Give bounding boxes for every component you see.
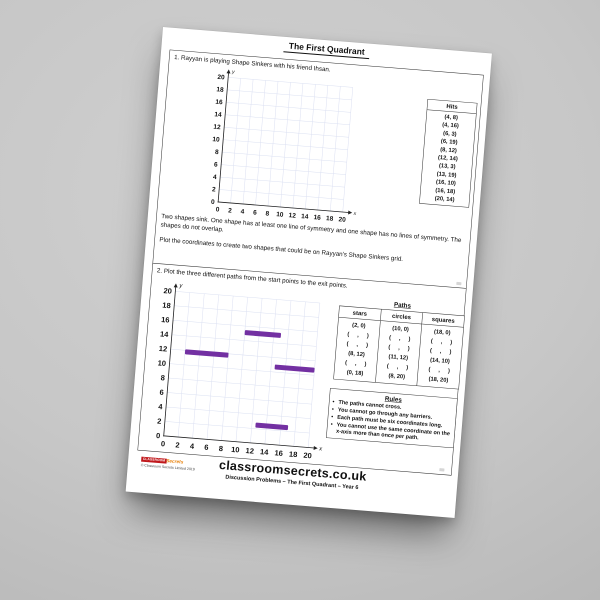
question-1-box: 1. Rayyan is playing Shape Sinkers with … bbox=[152, 49, 484, 291]
svg-text:18: 18 bbox=[289, 449, 298, 459]
paths-column-stars: stars (2, 0) ( , ) ( , ) (8, 12) ( , ) (… bbox=[334, 306, 381, 382]
question-2-grid: 20 18 16 14 12 10 8 6 4 2 0 0 2 4 6 8 10 12 14 16 18 20 y x bbox=[140, 281, 339, 467]
svg-text:12: 12 bbox=[159, 344, 168, 354]
path-coordinate: (0, 18) bbox=[346, 369, 364, 377]
svg-text:6: 6 bbox=[159, 388, 164, 397]
svg-text:4: 4 bbox=[213, 174, 218, 181]
svg-text:10: 10 bbox=[231, 445, 240, 455]
svg-text:x: x bbox=[352, 211, 356, 217]
svg-text:18: 18 bbox=[326, 215, 334, 223]
hits-table-body: (4, 8) (4, 16) (6, 3) (6, 19) (8, 12) (1… bbox=[420, 110, 476, 207]
svg-text:10: 10 bbox=[212, 136, 220, 144]
svg-text:20: 20 bbox=[338, 216, 346, 224]
barrier-segment bbox=[274, 364, 315, 373]
svg-text:16: 16 bbox=[215, 99, 223, 107]
svg-text:12: 12 bbox=[288, 212, 296, 220]
svg-text:12: 12 bbox=[213, 124, 221, 132]
paths-table-wrap: Paths stars (2, 0) ( , ) ( , ) (8, 12) (… bbox=[333, 297, 465, 390]
svg-text:16: 16 bbox=[161, 315, 170, 325]
svg-text:x: x bbox=[318, 446, 323, 452]
svg-text:8: 8 bbox=[215, 149, 220, 156]
svg-text:6: 6 bbox=[253, 209, 258, 216]
svg-text:0: 0 bbox=[211, 199, 216, 206]
svg-text:8: 8 bbox=[265, 210, 270, 217]
svg-text:14: 14 bbox=[301, 213, 309, 221]
svg-text:4: 4 bbox=[240, 208, 245, 215]
paths-column-circles: circles (10, 0) ( , ) ( , ) (11, 12) ( ,… bbox=[375, 309, 423, 386]
svg-text:2: 2 bbox=[157, 417, 162, 426]
svg-text:y: y bbox=[178, 283, 183, 289]
svg-text:0: 0 bbox=[215, 206, 220, 213]
svg-text:14: 14 bbox=[160, 329, 170, 339]
svg-text:2: 2 bbox=[212, 186, 217, 193]
svg-text:16: 16 bbox=[274, 448, 283, 458]
svg-text:2: 2 bbox=[175, 440, 180, 449]
svg-text:0: 0 bbox=[156, 431, 161, 440]
svg-text:12: 12 bbox=[245, 446, 254, 456]
barrier-segment bbox=[244, 330, 282, 338]
svg-text:4: 4 bbox=[190, 442, 196, 451]
svg-text:20: 20 bbox=[217, 74, 225, 82]
hits-table: Hits (4, 8) (4, 16) (6, 3) (6, 19) (8, 1… bbox=[419, 98, 478, 208]
paths-table: stars (2, 0) ( , ) ( , ) (8, 12) ( , ) (… bbox=[333, 305, 465, 390]
svg-text:10: 10 bbox=[157, 358, 166, 368]
svg-text:4: 4 bbox=[158, 402, 164, 411]
svg-text:0: 0 bbox=[161, 439, 166, 448]
tiny-corner-mark-icon bbox=[439, 468, 445, 472]
svg-text:16: 16 bbox=[313, 214, 321, 222]
svg-text:8: 8 bbox=[218, 444, 223, 453]
page-title: The First Quadrant bbox=[283, 40, 371, 60]
svg-text:y: y bbox=[231, 69, 235, 75]
svg-text:20: 20 bbox=[303, 451, 312, 461]
path-coordinate: (8, 20) bbox=[388, 372, 406, 381]
svg-text:14: 14 bbox=[260, 447, 270, 457]
svg-text:18: 18 bbox=[162, 301, 171, 311]
tiny-corner-mark-icon bbox=[456, 281, 462, 286]
svg-text:6: 6 bbox=[204, 443, 209, 452]
path-coordinate: (18, 20) bbox=[428, 375, 449, 384]
svg-text:6: 6 bbox=[214, 161, 219, 168]
svg-text:10: 10 bbox=[276, 211, 284, 219]
question-1-grid: 20 18 16 14 12 10 8 6 4 2 0 0 2 4 6 8 10 12 14 16 18 20 y x bbox=[196, 67, 372, 230]
svg-text:14: 14 bbox=[214, 111, 222, 119]
svg-text:8: 8 bbox=[160, 373, 165, 382]
barrier-segment bbox=[255, 422, 289, 431]
svg-text:18: 18 bbox=[216, 86, 224, 94]
rules-box: Rules • The paths cannot cross. • You cann… bbox=[326, 388, 458, 449]
barrier-segment bbox=[184, 349, 229, 358]
worksheet-page: The First Quadrant 1. Rayyan is playing … bbox=[125, 26, 493, 519]
svg-text:20: 20 bbox=[163, 286, 172, 296]
paths-column-squares: squares (18, 0) ( , ) ( , ) (14, 10) ( ,… bbox=[416, 312, 465, 389]
svg-text:2: 2 bbox=[228, 207, 233, 214]
question-2-box: 2. Plot the three different paths from t… bbox=[137, 262, 467, 476]
